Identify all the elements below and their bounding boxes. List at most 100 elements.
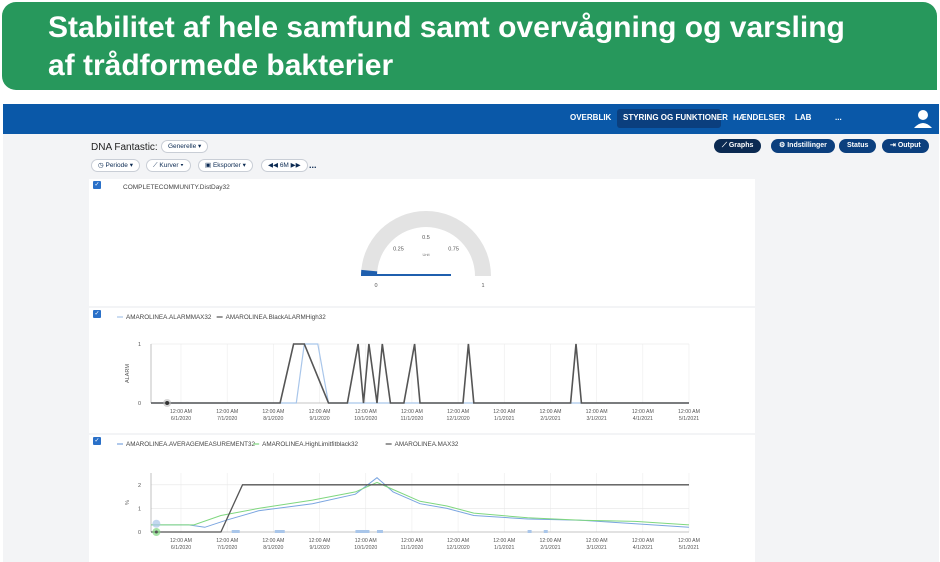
- status-label: Status: [847, 142, 869, 149]
- nav-more-button[interactable]: ...: [835, 113, 842, 122]
- periode-button[interactable]: ◷ Periode ▾: [91, 159, 140, 172]
- range-stepper[interactable]: ◀◀ 6M ▶▶: [261, 159, 308, 172]
- x-tick-time: 12:00 AM: [678, 538, 700, 544]
- clock-icon: ◷: [98, 162, 104, 169]
- x-tick-date: 3/1/2021: [587, 545, 607, 551]
- y-tick-label: 0: [138, 530, 141, 536]
- gauge-tick-label: 0.5: [422, 235, 430, 241]
- x-tick-date: 6/1/2020: [171, 545, 191, 551]
- x-tick-time: 12:00 AM: [216, 409, 238, 415]
- legend-label: AMAROLINEA.BlackALARMHigh32: [226, 314, 327, 321]
- x-tick-time: 12:00 AM: [586, 409, 608, 415]
- legend-label: AMAROLINEA.ALARMMAX32: [126, 314, 212, 321]
- x-tick-time: 12:00 AM: [401, 409, 423, 415]
- user-menu[interactable]: [903, 104, 939, 134]
- x-tick-time: 12:00 AM: [493, 409, 515, 415]
- gauge-title: COMPLETECOMMUNITY.DistDay32: [123, 184, 230, 191]
- x-tick-date: 1/1/2021: [494, 545, 514, 551]
- x-tick-date: 9/1/2020: [309, 416, 329, 422]
- x-tick-time: 12:00 AM: [216, 538, 238, 544]
- x-tick-date: 7/1/2020: [217, 545, 237, 551]
- event-marker: [355, 530, 370, 533]
- gauge-tick-label: 0: [374, 283, 377, 289]
- legend-label: AMAROLINEA.MAX32: [395, 441, 459, 448]
- output-icon: ⇥: [890, 142, 896, 149]
- range-label: 6M: [279, 162, 289, 169]
- event-marker: [376, 530, 383, 533]
- settings-button[interactable]: ⚙ Indstillinger: [771, 139, 835, 153]
- y-tick-label: 2: [138, 483, 141, 489]
- nav-active-highlight: [617, 109, 721, 128]
- x-tick-time: 12:00 AM: [309, 409, 331, 415]
- panel-2-checkbox[interactable]: ✓: [93, 310, 101, 318]
- x-tick-date: 5/1/2021: [679, 545, 699, 551]
- gear-icon: ⚙: [779, 142, 786, 149]
- data-point-marker: [152, 519, 161, 528]
- x-tick-time: 12:00 AM: [170, 538, 192, 544]
- series-line: [151, 481, 690, 526]
- y-axis-label: ALARM: [125, 364, 131, 383]
- x-tick-date: 12/1/2020: [447, 545, 470, 551]
- x-tick-time: 12:00 AM: [262, 538, 284, 544]
- x-tick-time: 12:00 AM: [262, 409, 284, 415]
- slide-banner: Stabilitet af hele samfund samt overvågn…: [2, 2, 937, 90]
- forward-icon[interactable]: ▶▶: [290, 162, 301, 169]
- panel-1-checkbox[interactable]: ✓: [93, 181, 101, 189]
- x-tick-time: 12:00 AM: [539, 538, 561, 544]
- category-dropdown[interactable]: Generelle ▾: [161, 140, 209, 153]
- status-button[interactable]: Status: [839, 139, 877, 153]
- x-tick-date: 7/1/2020: [217, 416, 237, 422]
- nav-item-styring[interactable]: STYRING OG FUNKTIONER: [623, 113, 728, 122]
- panel-3-checkbox[interactable]: ✓: [93, 437, 101, 445]
- settings-label: Indstillinger: [787, 142, 827, 149]
- data-point-marker: [165, 401, 170, 405]
- x-tick-time: 12:00 AM: [632, 409, 654, 415]
- graphs-button[interactable]: ⟋ Graphs: [714, 139, 762, 153]
- x-tick-date: 4/1/2021: [633, 416, 653, 422]
- toolbar-more-button[interactable]: ...: [309, 160, 317, 170]
- x-tick-date: 3/1/2021: [587, 416, 607, 422]
- x-tick-time: 12:00 AM: [632, 538, 654, 544]
- y-tick-label: 1: [138, 506, 141, 512]
- series-line: [151, 343, 689, 404]
- gauge-chart: 0 0.25 0.5 0.75 1 Unit: [361, 211, 491, 289]
- event-marker: [543, 530, 548, 533]
- nav-item-overblik[interactable]: OVERBLIK: [570, 113, 612, 122]
- x-tick-time: 12:00 AM: [447, 538, 469, 544]
- alarm-chart-panel: ✓ AMAROLINEA.ALARMMAX32 AMAROLINEA.BlackA…: [89, 308, 755, 433]
- x-tick-time: 12:00 AM: [309, 538, 331, 544]
- y-tick-label: 0: [138, 401, 141, 407]
- kurver-label: Kurver: [159, 162, 179, 169]
- graphs-label: Graphs: [728, 142, 754, 149]
- nav-item-haendelser[interactable]: HÆNDELSER: [733, 113, 786, 122]
- user-icon: [914, 110, 932, 128]
- series-line: [151, 484, 689, 533]
- eksporter-button[interactable]: ▣ Eksporter ▾: [198, 159, 253, 172]
- x-tick-time: 12:00 AM: [170, 409, 192, 415]
- graph-icon: ⟋: [722, 142, 727, 149]
- x-tick-time: 12:00 AM: [586, 538, 608, 544]
- x-tick-time: 12:00 AM: [493, 538, 515, 544]
- x-tick-date: 9/1/2020: [309, 545, 329, 551]
- gauge-arc: [361, 211, 491, 276]
- x-tick-time: 12:00 AM: [678, 409, 700, 415]
- nav-item-lab[interactable]: LAB: [795, 113, 812, 122]
- page-title: DNA Fantastic:: [91, 142, 158, 153]
- event-marker: [527, 530, 532, 533]
- x-tick-date: 10/1/2020: [354, 545, 377, 551]
- x-tick-time: 12:00 AM: [447, 409, 469, 415]
- x-tick-date: 4/1/2021: [633, 545, 653, 551]
- measurement-line-chart: AMAROLINEA.AVERAGEMEASUREMENT32 AMAROLINE…: [117, 441, 700, 551]
- x-tick-date: 11/1/2020: [401, 545, 424, 551]
- x-tick-date: 8/1/2020: [263, 545, 283, 551]
- output-button[interactable]: ⇥ Output: [882, 139, 929, 153]
- top-navigation: OVERBLIK STYRING OG FUNKTIONER HÆNDELSER…: [3, 104, 939, 134]
- rewind-icon[interactable]: ◀◀: [268, 162, 278, 169]
- x-tick-date: 5/1/2021: [679, 416, 699, 422]
- x-tick-time: 12:00 AM: [355, 538, 377, 544]
- kurver-button[interactable]: ⟋ Kurver ▾: [146, 159, 191, 172]
- y-tick-label: 1: [138, 342, 141, 348]
- event-marker: [231, 530, 240, 533]
- gauge-tick-label: 0.25: [393, 246, 404, 252]
- data-point-marker: [154, 530, 158, 534]
